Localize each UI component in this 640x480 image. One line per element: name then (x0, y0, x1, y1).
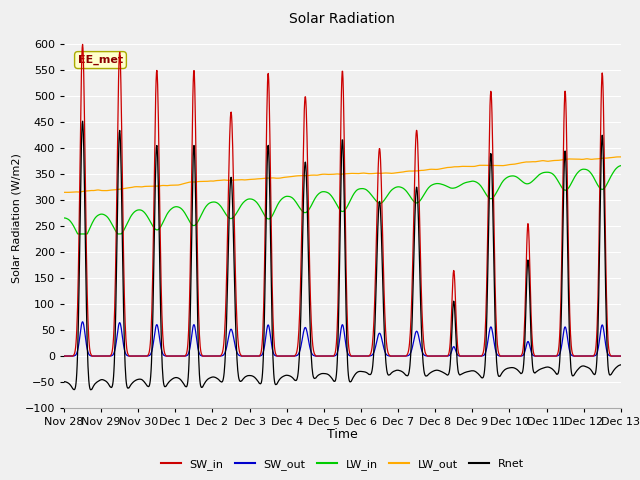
X-axis label: Time: Time (327, 429, 358, 442)
Title: Solar Radiation: Solar Radiation (289, 12, 396, 26)
Legend: SW_in, SW_out, LW_in, LW_out, Rnet: SW_in, SW_out, LW_in, LW_out, Rnet (156, 455, 529, 475)
Text: EE_met: EE_met (78, 55, 123, 65)
Y-axis label: Solar Radiation (W/m2): Solar Radiation (W/m2) (12, 154, 22, 283)
